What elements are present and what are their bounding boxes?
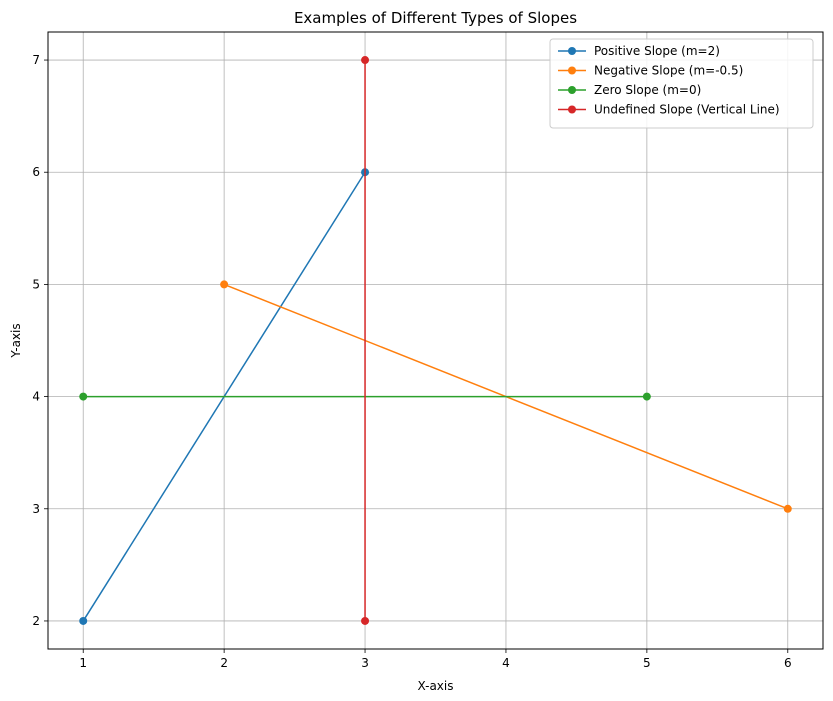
data-point [361, 616, 370, 625]
y-axis-label: Y-axis [9, 323, 23, 358]
y-tick-label: 7 [32, 53, 40, 67]
legend-marker [568, 86, 576, 94]
data-point [361, 56, 370, 65]
x-tick-label: 1 [79, 656, 87, 670]
x-tick-label: 6 [784, 656, 792, 670]
legend-marker [568, 105, 576, 114]
y-tick-label: 5 [32, 277, 40, 291]
plot-frame [47, 31, 824, 650]
ticks: 1 2 3 4 5 6 2 3 4 5 6 7 [32, 53, 791, 670]
y-tick-label: 6 [32, 165, 40, 179]
legend-box [549, 38, 814, 129]
legend-marker [568, 66, 576, 75]
legend: Positive Slope (m=2) Negative Slope (m=-0… [549, 38, 814, 129]
data-point [783, 504, 792, 513]
data-point [220, 280, 229, 289]
y-tick-label: 2 [32, 614, 40, 628]
legend-label: Zero Slope (m=0) [594, 83, 701, 97]
legend-label: Negative Slope (m=-0.5) [594, 64, 743, 78]
x-axis-label: X-axis [418, 679, 454, 693]
y-tick-label: 4 [32, 390, 40, 404]
legend-marker [568, 47, 576, 55]
legend-label: Undefined Slope (Vertical Line) [594, 103, 780, 117]
y-tick-label: 3 [32, 502, 40, 516]
data-point [79, 392, 88, 401]
legend-label: Positive Slope (m=2) [594, 44, 720, 58]
x-tick-label: 3 [361, 656, 369, 670]
data-point [79, 616, 88, 625]
x-tick-label: 2 [220, 656, 228, 670]
series-layer [79, 56, 792, 625]
x-tick-label: 5 [643, 656, 651, 670]
data-point [642, 392, 651, 401]
chart-title: Examples of Different Types of Slopes [294, 9, 577, 27]
x-tick-label: 4 [502, 656, 510, 670]
